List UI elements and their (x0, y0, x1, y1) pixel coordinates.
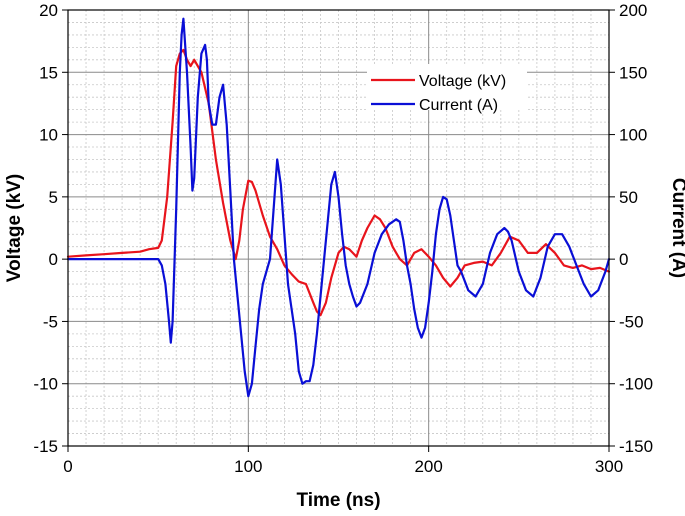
plot-frame (67, 9, 610, 447)
legend-background (367, 64, 527, 110)
left-tick-label: 15 (39, 63, 58, 82)
left-tick-label: 20 (39, 1, 58, 20)
right-tick-label: -50 (619, 312, 644, 331)
right-tick-label: 0 (619, 250, 628, 269)
legend-label-current: Current (A) (419, 97, 498, 114)
legend: Voltage (kV) Current (A) (367, 64, 527, 114)
right-tick-label: -150 (619, 437, 653, 456)
series-layer (66, 17, 611, 398)
right-tick-label: 50 (619, 188, 638, 207)
series-line-current (66, 17, 611, 398)
right-axis-ticks: -150 -100 -50 0 50 100 150 200 (609, 1, 653, 456)
left-tick-label: -15 (33, 437, 58, 456)
x-tick-label: 0 (63, 457, 72, 476)
left-tick-label: -10 (33, 375, 58, 394)
right-axis-title: Current (A) (668, 178, 685, 278)
right-tick-label: 150 (619, 63, 647, 82)
right-tick-label: 100 (619, 126, 647, 145)
minor-grid (68, 10, 609, 446)
left-tick-label: -5 (43, 312, 58, 331)
left-tick-label: 0 (49, 250, 58, 269)
x-tick-label: 200 (414, 457, 442, 476)
left-axis-ticks: -15 -10 -5 0 5 10 15 20 (33, 1, 68, 456)
left-tick-label: 10 (39, 126, 58, 145)
x-tick-label: 300 (595, 457, 623, 476)
left-tick-label: 5 (49, 188, 58, 207)
right-tick-label: -100 (619, 375, 653, 394)
x-axis-title: Time (ns) (296, 490, 380, 511)
legend-label-voltage: Voltage (kV) (419, 73, 506, 90)
x-tick-label: 100 (234, 457, 262, 476)
right-tick-label: 200 (619, 1, 647, 20)
x-axis-ticks: 0 100 200 300 (63, 446, 623, 476)
left-axis-title: Voltage (kV) (4, 174, 25, 282)
